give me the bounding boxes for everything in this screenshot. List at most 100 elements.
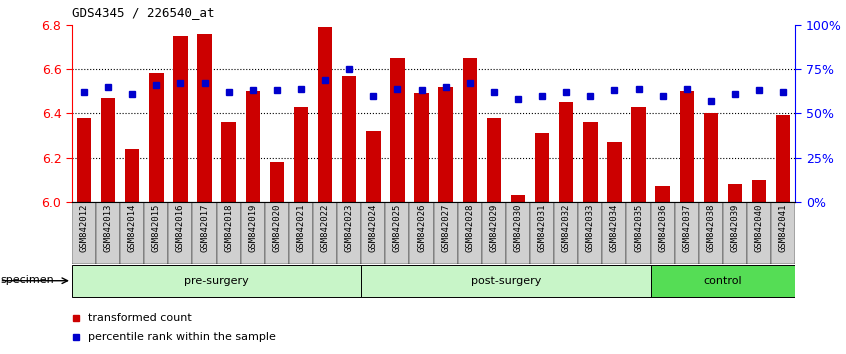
Bar <box>481 202 506 264</box>
Bar <box>511 195 525 202</box>
Text: GSM842012: GSM842012 <box>80 204 89 252</box>
Text: GSM842015: GSM842015 <box>151 204 161 252</box>
Text: GSM842017: GSM842017 <box>200 204 209 252</box>
Bar <box>626 202 651 264</box>
Text: GSM842023: GSM842023 <box>344 204 354 252</box>
Text: GSM842040: GSM842040 <box>755 204 764 252</box>
Bar <box>342 76 356 202</box>
Bar <box>77 118 91 202</box>
Text: GSM842016: GSM842016 <box>176 204 185 252</box>
Bar <box>385 202 409 264</box>
Bar <box>313 202 337 264</box>
Bar <box>318 27 332 202</box>
Bar <box>631 107 645 202</box>
Bar <box>651 202 674 264</box>
Bar <box>486 118 501 202</box>
Text: GSM842033: GSM842033 <box>585 204 595 252</box>
Bar <box>530 202 554 264</box>
Bar <box>72 265 361 297</box>
Text: GSM842036: GSM842036 <box>658 204 667 252</box>
Bar <box>747 202 771 264</box>
Bar <box>197 34 212 202</box>
Bar <box>173 36 188 202</box>
Text: control: control <box>704 276 742 286</box>
Bar <box>192 202 217 264</box>
Text: GSM842026: GSM842026 <box>417 204 426 252</box>
Bar <box>554 202 578 264</box>
Bar <box>337 202 361 264</box>
Bar <box>656 186 670 202</box>
Bar <box>607 142 622 202</box>
Text: GSM842038: GSM842038 <box>706 204 716 252</box>
Text: GSM842028: GSM842028 <box>465 204 475 252</box>
Text: pre-surgery: pre-surgery <box>184 276 249 286</box>
Bar <box>679 91 694 202</box>
Bar <box>722 202 747 264</box>
Bar <box>728 184 742 202</box>
Bar <box>535 133 549 202</box>
Text: GSM842034: GSM842034 <box>610 204 619 252</box>
Text: GSM842019: GSM842019 <box>248 204 257 252</box>
Text: GSM842013: GSM842013 <box>103 204 113 252</box>
Text: GSM842021: GSM842021 <box>296 204 305 252</box>
Bar <box>771 202 795 264</box>
Bar <box>699 202 722 264</box>
Text: GSM842024: GSM842024 <box>369 204 378 252</box>
Bar <box>96 202 120 264</box>
Bar <box>433 202 458 264</box>
Bar <box>366 131 381 202</box>
Text: transformed count: transformed count <box>88 313 191 323</box>
Text: GSM842029: GSM842029 <box>489 204 498 252</box>
Bar <box>463 58 477 202</box>
Bar <box>240 202 265 264</box>
Bar <box>409 202 433 264</box>
Bar <box>506 202 530 264</box>
Bar <box>245 91 260 202</box>
Bar <box>120 202 144 264</box>
Bar <box>101 98 115 202</box>
Bar <box>415 93 429 202</box>
Bar <box>559 102 574 202</box>
Bar <box>144 202 168 264</box>
Bar <box>72 202 96 264</box>
Bar <box>390 58 404 202</box>
Text: GSM842031: GSM842031 <box>537 204 547 252</box>
Text: specimen: specimen <box>0 275 54 285</box>
Bar <box>270 162 284 202</box>
Bar <box>752 180 766 202</box>
Text: GSM842037: GSM842037 <box>682 204 691 252</box>
Bar <box>217 202 240 264</box>
Text: GSM842039: GSM842039 <box>730 204 739 252</box>
Bar <box>583 122 597 202</box>
Bar <box>674 202 699 264</box>
Bar <box>602 202 626 264</box>
Bar <box>168 202 192 264</box>
Bar <box>149 73 163 202</box>
Bar <box>361 265 651 297</box>
Text: GSM842022: GSM842022 <box>321 204 330 252</box>
Text: GSM842041: GSM842041 <box>778 204 788 252</box>
Text: GSM842030: GSM842030 <box>514 204 523 252</box>
Bar <box>361 202 385 264</box>
Bar <box>704 113 718 202</box>
Text: GSM842032: GSM842032 <box>562 204 571 252</box>
Bar <box>651 265 795 297</box>
Text: GSM842014: GSM842014 <box>128 204 137 252</box>
Text: GSM842025: GSM842025 <box>393 204 402 252</box>
Bar <box>458 202 481 264</box>
Bar <box>265 202 288 264</box>
Text: GSM842020: GSM842020 <box>272 204 282 252</box>
Bar <box>438 87 453 202</box>
Text: post-surgery: post-surgery <box>470 276 541 286</box>
Bar <box>222 122 236 202</box>
Bar <box>288 202 313 264</box>
Bar <box>125 149 140 202</box>
Text: percentile rank within the sample: percentile rank within the sample <box>88 332 276 342</box>
Text: GDS4345 / 226540_at: GDS4345 / 226540_at <box>72 6 214 19</box>
Bar <box>578 202 602 264</box>
Bar <box>294 107 308 202</box>
Bar <box>776 115 790 202</box>
Text: GSM842027: GSM842027 <box>441 204 450 252</box>
Text: GSM842018: GSM842018 <box>224 204 233 252</box>
Text: GSM842035: GSM842035 <box>634 204 643 252</box>
